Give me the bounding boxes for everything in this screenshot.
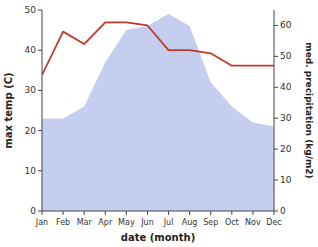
y2-tick-label: 60: [280, 20, 292, 30]
y-tick: [38, 170, 42, 171]
y-tick: [38, 10, 42, 11]
y2-tick-label: 0: [280, 206, 286, 216]
plot-area: [42, 14, 274, 211]
y2-axis-line: [274, 10, 275, 211]
x-tick-label: Nov: [245, 218, 261, 227]
y2-tick: [274, 25, 278, 26]
y2-tick-label: 50: [280, 51, 292, 61]
x-axis-line: [42, 211, 274, 212]
x-tick-label: Feb: [56, 218, 70, 227]
y-axis-line: [42, 10, 43, 211]
y-tick: [38, 130, 42, 131]
y2-tick: [274, 180, 278, 181]
y2-tick-label: 40: [280, 82, 292, 92]
x-tick: [105, 211, 106, 215]
y-tick-label: 0: [30, 206, 36, 216]
y2-tick: [274, 118, 278, 119]
y-tick: [38, 50, 42, 51]
x-tick-label: Apr: [98, 218, 113, 227]
y2-axis-title: med. precipitation (kg/m2): [304, 42, 314, 178]
y2-tick: [274, 56, 278, 57]
x-tick: [147, 211, 148, 215]
y-tick-label: 10: [25, 166, 37, 176]
x-tick-label: Sep: [203, 218, 218, 227]
x-tick-label: Jul: [163, 218, 174, 227]
y-tick-label: 50: [25, 5, 37, 15]
x-tick-label: Mar: [77, 218, 93, 227]
x-tick: [63, 211, 64, 215]
y-axis-title: max temp (C): [3, 72, 14, 148]
x-tick: [42, 211, 43, 215]
background: [0, 0, 318, 247]
x-tick-label: May: [118, 218, 135, 227]
y-tick: [38, 90, 42, 91]
area: [42, 14, 274, 211]
chart: 0 10 20 30 40 50 0 10 20 30 40 50 60 Jan Feb Mar Apr May J…: [0, 0, 318, 247]
line: [42, 22, 274, 75]
x-tick: [189, 211, 190, 215]
x-tick: [274, 211, 275, 215]
x-tick: [210, 211, 211, 215]
y-tick-label: 40: [25, 45, 37, 55]
x-axis-title: date (month): [121, 232, 195, 243]
y-tick-label: 20: [25, 126, 37, 136]
x-tick: [168, 211, 169, 215]
x-tick: [231, 211, 232, 215]
x-tick: [126, 211, 127, 215]
x-tick-label: Jun: [140, 218, 154, 227]
y-tick-label: 30: [25, 85, 37, 95]
y2-tick: [274, 87, 278, 88]
y2-tick-label: 20: [280, 144, 292, 154]
y-tick: [38, 211, 42, 212]
y2-tick: [274, 211, 278, 212]
x-tick: [252, 211, 253, 215]
y2-tick: [274, 149, 278, 150]
x-tick: [84, 211, 85, 215]
y2-tick-label: 30: [280, 113, 292, 123]
x-tick-label: Aug: [182, 218, 198, 227]
x-tick-label: Jan: [35, 218, 48, 227]
x-tick-label: Oct: [225, 218, 239, 227]
y2-tick-label: 10: [280, 175, 292, 185]
x-tick-label: Dec: [266, 218, 281, 227]
